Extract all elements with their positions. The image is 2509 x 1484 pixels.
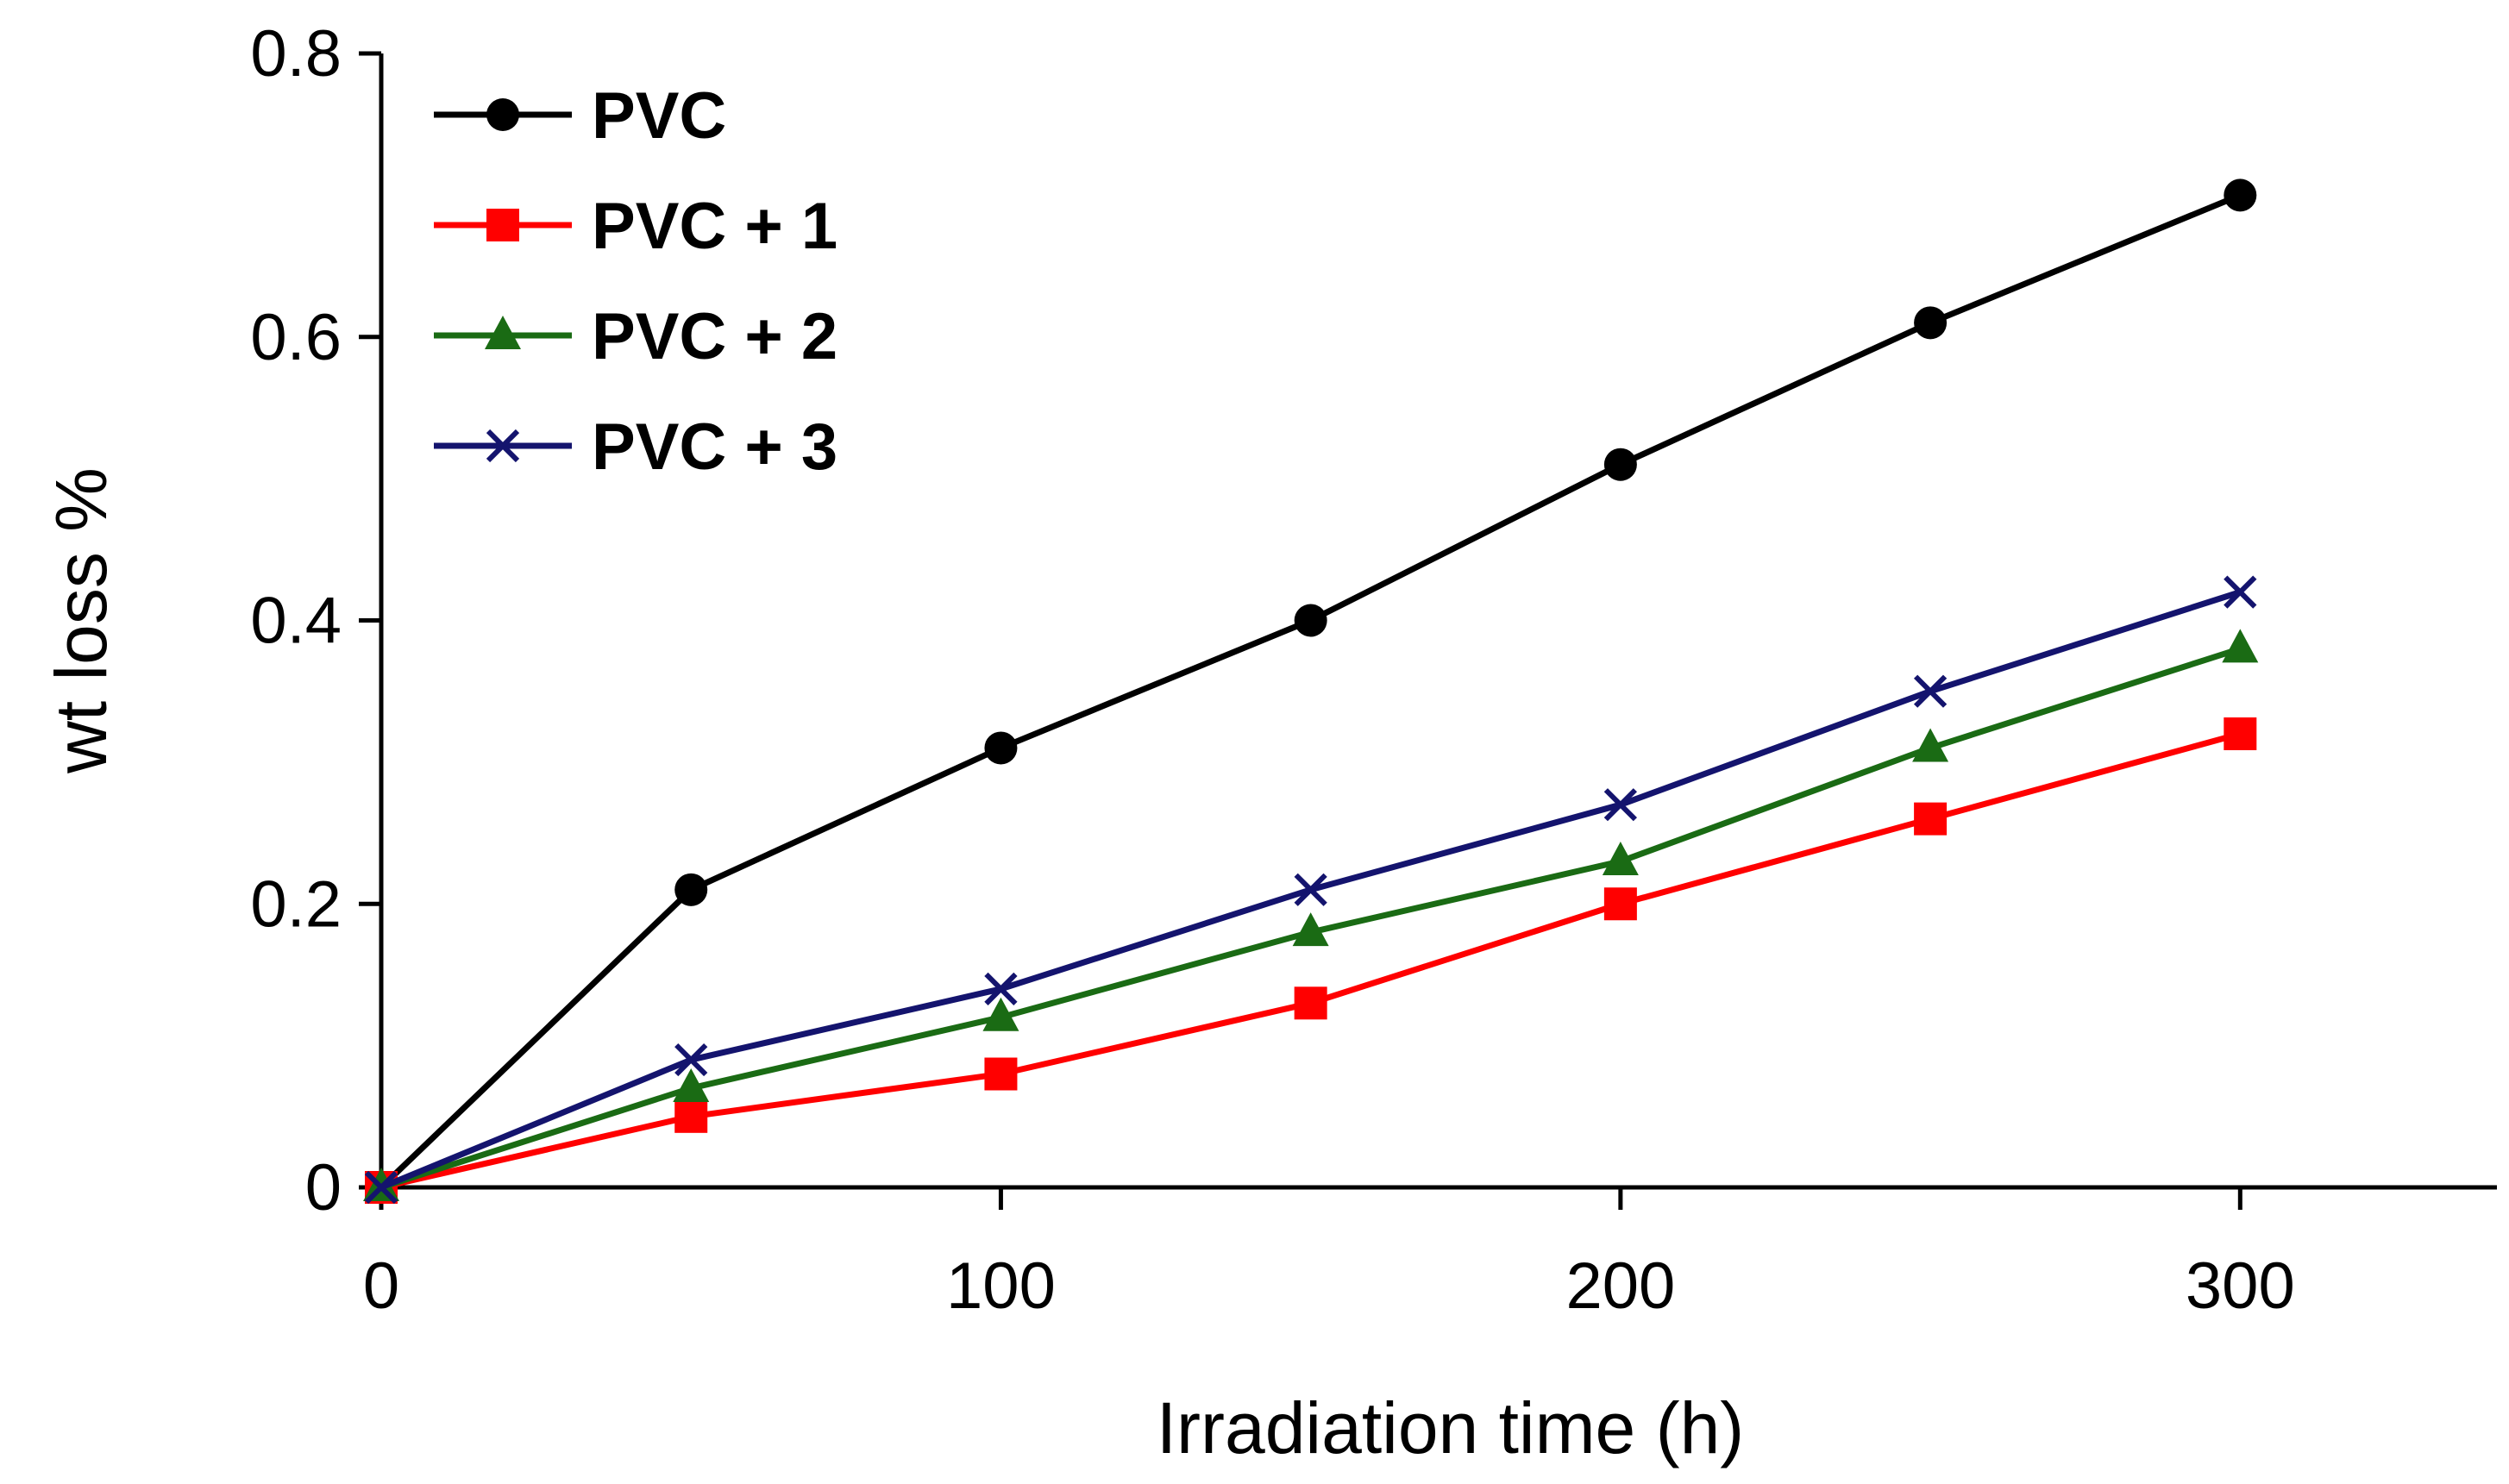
data-point-pvc-3 (984, 972, 1018, 1005)
data-point-pvc-1 (1914, 802, 1948, 836)
data-point-pvc-2 (1912, 728, 1949, 762)
series-pvc-2 (363, 629, 2259, 1201)
data-point-pvc-3-stroke (984, 972, 1018, 1005)
legend-label: PVC (592, 79, 726, 153)
legend-item-pvc-1: PVC + 1 (434, 190, 837, 263)
data-point-pvc-3 (1603, 788, 1637, 822)
data-point-pvc-2 (673, 1068, 710, 1102)
x-tick-label: 200 (1565, 1249, 1675, 1323)
data-point-pvc (1294, 604, 1327, 637)
series-pvc-1 (365, 717, 2257, 1204)
data-point-pvc-3-stroke (2224, 575, 2257, 609)
legend-marker (486, 209, 519, 241)
data-point-pvc-1 (1294, 986, 1327, 1020)
y-tick-label: 0.2 (250, 867, 342, 941)
data-point-pvc-3-stroke (1294, 873, 1327, 906)
data-point-pvc-2 (2222, 629, 2259, 663)
legend-marker (486, 98, 519, 131)
data-point-pvc-3-stroke (674, 1043, 708, 1077)
x-tick-label: 100 (946, 1249, 1056, 1323)
data-point-pvc-3 (1294, 873, 1327, 906)
y-tick-label: 0.6 (250, 301, 342, 374)
data-point-pvc-1 (2224, 717, 2257, 750)
series-pvc-3 (364, 575, 2257, 1205)
legend-item-pvc-3: PVC + 3 (434, 410, 837, 484)
legend-label: PVC + 3 (592, 410, 837, 484)
legend-item-pvc-2: PVC + 2 (434, 300, 837, 373)
data-point-pvc-2 (1292, 912, 1329, 947)
data-point-pvc-1 (1603, 887, 1637, 921)
data-point-pvc-3-stroke (1603, 788, 1637, 822)
data-point-pvc (2224, 178, 2257, 212)
data-point-pvc-3 (674, 1043, 708, 1077)
y-axis-title: wt loss % (41, 467, 122, 774)
data-point-pvc-3-stroke (1913, 674, 1948, 708)
data-point-pvc-3-stroke (364, 1170, 398, 1205)
x-tick-label: 0 (363, 1249, 399, 1323)
series-line-pvc-1 (380, 730, 2242, 1191)
y-tick-label: 0 (305, 1151, 342, 1224)
data-point-pvc-2 (1602, 841, 1639, 875)
data-point-pvc-3 (1913, 674, 1948, 708)
data-point-pvc-1 (674, 1099, 708, 1133)
data-point-pvc (984, 731, 1018, 765)
data-point-pvc-1 (984, 1057, 1018, 1091)
data-point-pvc-3 (364, 1170, 398, 1205)
legend-marker (485, 316, 521, 349)
data-point-pvc-2 (982, 997, 1019, 1031)
data-point-pvc (1914, 306, 1948, 340)
legend-label: PVC + 1 (592, 190, 837, 263)
legend-marker (486, 429, 520, 463)
series-layer (363, 178, 2259, 1205)
data-point-pvc-3 (2224, 575, 2257, 609)
legend: PVC PVC + 1 PVC + 2 PVC + 3 (434, 79, 837, 484)
x-tick-label: 300 (2186, 1249, 2295, 1323)
x-axis-title: Irradiation time (h) (1157, 1387, 1745, 1468)
data-point-pvc (1603, 448, 1637, 481)
legend-item-pvc: PVC (434, 79, 726, 153)
data-point-pvc (674, 873, 708, 906)
y-tick-label: 0.4 (250, 585, 342, 658)
y-tick-label: 0.8 (250, 17, 342, 91)
axes: 0 0.2 0.4 0.6 0.8 0 100 200 300 (250, 17, 2497, 1323)
legend-label: PVC + 2 (592, 300, 837, 373)
legend-marker-stroke (486, 429, 520, 463)
